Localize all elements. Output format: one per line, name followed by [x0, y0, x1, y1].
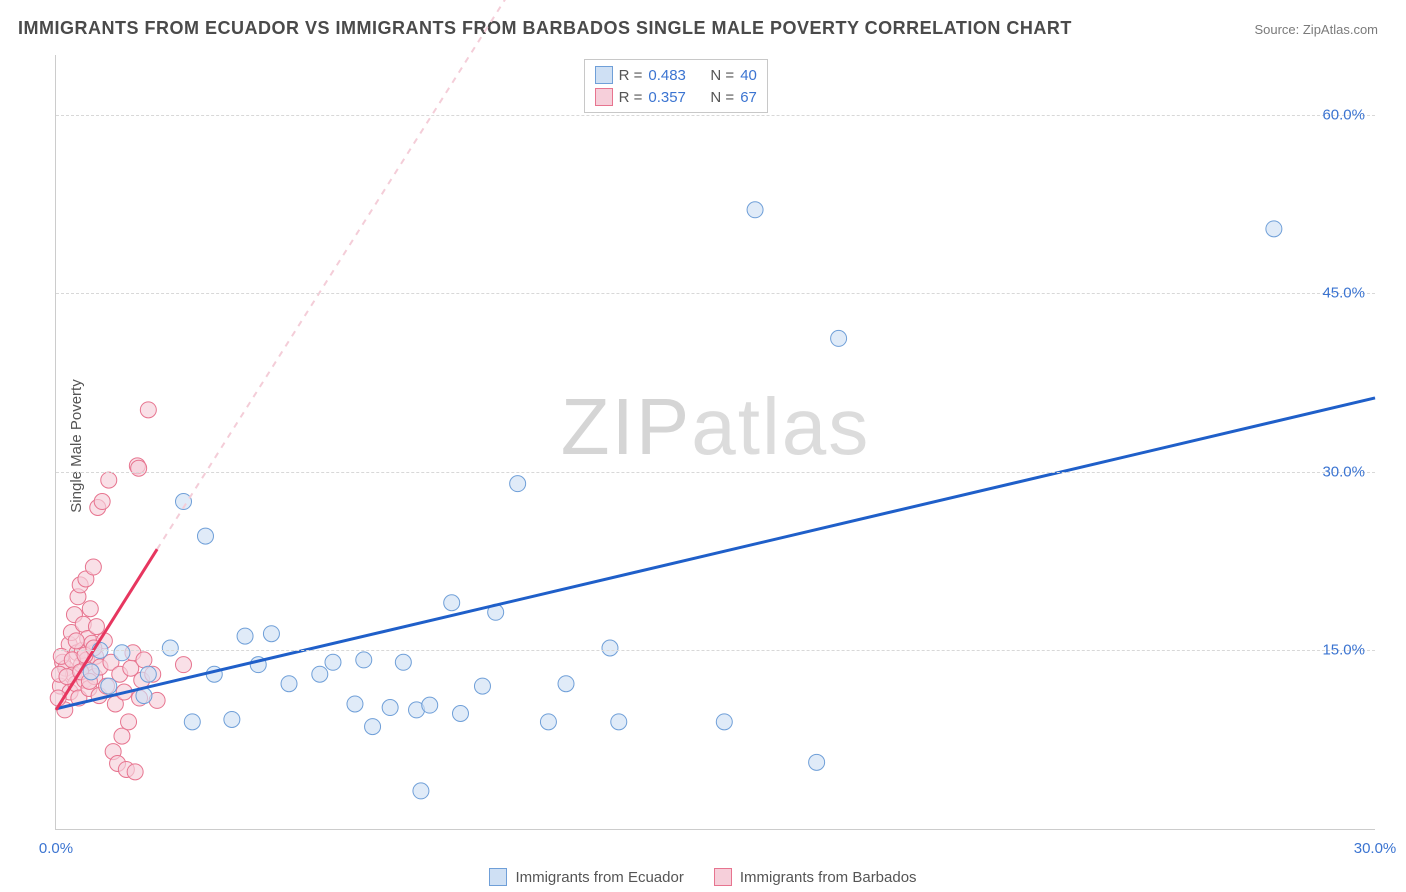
scatter-point: [136, 652, 152, 668]
scatter-point: [347, 696, 363, 712]
scatter-point: [114, 645, 130, 661]
trend-line: [56, 398, 1375, 709]
scatter-point: [716, 714, 732, 730]
legend-bottom-item: Immigrants from Ecuador: [489, 868, 683, 886]
scatter-point: [382, 700, 398, 716]
scatter-point: [197, 528, 213, 544]
legend-r-label: R =: [619, 67, 643, 84]
scatter-point: [184, 714, 200, 730]
scatter-point: [68, 633, 84, 649]
legend-top: R = 0.483 N = 40 R = 0.357 N = 67: [584, 59, 768, 113]
scatter-point: [94, 494, 110, 510]
legend-n-value: 67: [740, 89, 757, 106]
source-label: Source: ZipAtlas.com: [1254, 22, 1378, 37]
legend-bottom: Immigrants from Ecuador Immigrants from B…: [0, 868, 1406, 886]
legend-swatch-icon: [595, 88, 613, 106]
scatter-point: [413, 783, 429, 799]
scatter-point: [452, 705, 468, 721]
chart-title: IMMIGRANTS FROM ECUADOR VS IMMIGRANTS FR…: [18, 18, 1072, 39]
trend-line-dash: [157, 0, 605, 549]
scatter-point: [747, 202, 763, 218]
scatter-point: [224, 711, 240, 727]
scatter-point: [88, 619, 104, 635]
legend-bottom-item: Immigrants from Barbados: [714, 868, 917, 886]
scatter-point: [558, 676, 574, 692]
scatter-point: [365, 719, 381, 735]
y-tick-label: 45.0%: [1322, 285, 1365, 302]
gridline: [56, 472, 1375, 473]
legend-swatch-icon: [489, 868, 507, 886]
scatter-point: [85, 559, 101, 575]
scatter-point: [312, 666, 328, 682]
scatter-point: [474, 678, 490, 694]
scatter-point: [422, 697, 438, 713]
gridline: [56, 293, 1375, 294]
scatter-point: [131, 460, 147, 476]
scatter-point: [237, 628, 253, 644]
y-tick-label: 30.0%: [1322, 463, 1365, 480]
scatter-point: [114, 728, 130, 744]
legend-swatch-icon: [595, 66, 613, 84]
legend-r-value: 0.357: [648, 89, 686, 106]
scatter-point: [176, 657, 192, 673]
scatter-point: [162, 640, 178, 656]
legend-row: R = 0.357 N = 67: [595, 86, 757, 108]
scatter-point: [444, 595, 460, 611]
scatter-point: [263, 626, 279, 642]
scatter-point: [101, 472, 117, 488]
scatter-point: [325, 654, 341, 670]
scatter-point: [140, 666, 156, 682]
plot-area: ZIPatlas 15.0%30.0%45.0%60.0%0.0%30.0%R …: [55, 55, 1375, 830]
scatter-point: [395, 654, 411, 670]
legend-r-value: 0.483: [648, 67, 686, 84]
scatter-point: [356, 652, 372, 668]
gridline: [56, 115, 1375, 116]
scatter-point: [101, 678, 117, 694]
legend-swatch-icon: [714, 868, 732, 886]
scatter-point: [831, 330, 847, 346]
legend-n-label: N =: [710, 67, 734, 84]
scatter-point: [540, 714, 556, 730]
scatter-point: [809, 754, 825, 770]
scatter-point: [82, 601, 98, 617]
legend-bottom-label: Immigrants from Ecuador: [515, 869, 683, 886]
scatter-point: [611, 714, 627, 730]
scatter-point: [121, 714, 137, 730]
legend-r-label: R =: [619, 89, 643, 106]
scatter-point: [1266, 221, 1282, 237]
legend-n-label: N =: [710, 89, 734, 106]
x-tick-label: 0.0%: [39, 840, 73, 857]
scatter-point: [602, 640, 618, 656]
scatter-point: [83, 664, 99, 680]
y-tick-label: 60.0%: [1322, 106, 1365, 123]
scatter-point: [510, 476, 526, 492]
scatter-point: [140, 402, 156, 418]
scatter-point: [127, 764, 143, 780]
chart-svg: [56, 55, 1375, 829]
legend-bottom-label: Immigrants from Barbados: [740, 869, 917, 886]
legend-n-value: 40: [740, 67, 757, 84]
y-tick-label: 15.0%: [1322, 642, 1365, 659]
x-tick-label: 30.0%: [1354, 840, 1397, 857]
gridline: [56, 650, 1375, 651]
scatter-point: [281, 676, 297, 692]
legend-row: R = 0.483 N = 40: [595, 64, 757, 86]
